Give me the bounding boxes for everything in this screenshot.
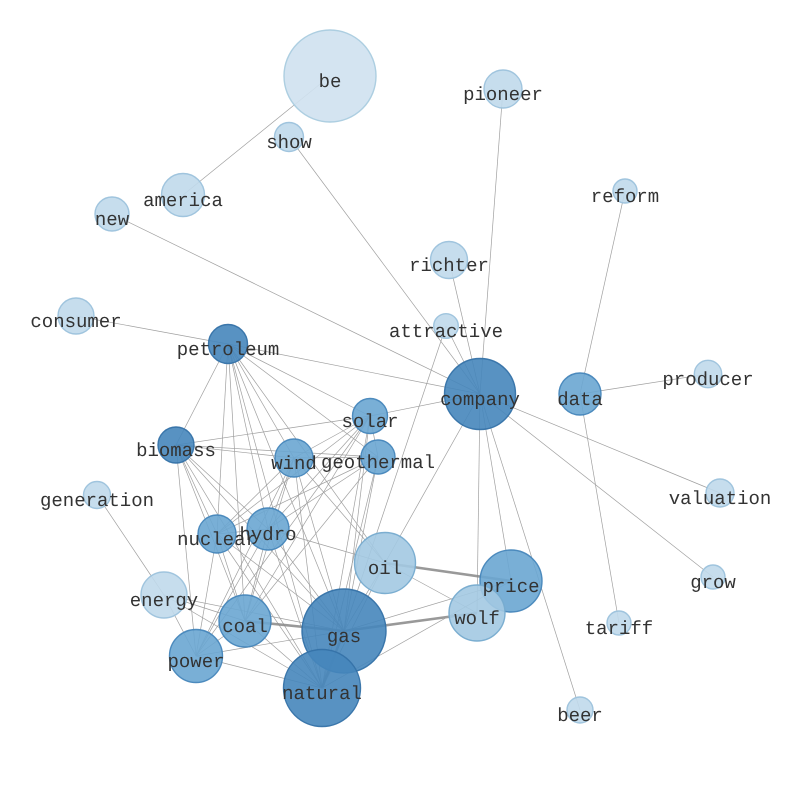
svg-text:biomass: biomass bbox=[136, 440, 216, 462]
svg-text:hydro: hydro bbox=[239, 524, 296, 546]
svg-text:price: price bbox=[482, 576, 539, 598]
svg-text:reform: reform bbox=[591, 186, 659, 208]
svg-text:richter: richter bbox=[409, 255, 489, 277]
svg-text:data: data bbox=[557, 389, 603, 411]
svg-text:petroleum: petroleum bbox=[177, 339, 280, 361]
svg-text:generation: generation bbox=[40, 490, 154, 512]
svg-text:oil: oil bbox=[368, 558, 402, 580]
svg-text:coal: coal bbox=[222, 616, 268, 638]
svg-text:natural: natural bbox=[282, 683, 362, 705]
svg-text:company: company bbox=[440, 389, 520, 411]
svg-text:america: america bbox=[143, 190, 223, 212]
svg-text:consumer: consumer bbox=[30, 311, 121, 333]
svg-text:valuation: valuation bbox=[669, 488, 772, 510]
svg-text:show: show bbox=[266, 132, 312, 154]
svg-text:geothermal: geothermal bbox=[321, 452, 435, 474]
svg-text:power: power bbox=[167, 651, 224, 673]
svg-text:attractive: attractive bbox=[389, 321, 503, 343]
svg-text:pioneer: pioneer bbox=[463, 84, 543, 106]
svg-text:energy: energy bbox=[130, 590, 198, 612]
svg-text:producer: producer bbox=[662, 369, 753, 391]
svg-text:solar: solar bbox=[341, 411, 398, 433]
svg-text:wind: wind bbox=[271, 453, 317, 475]
svg-text:be: be bbox=[319, 71, 342, 93]
svg-text:grow: grow bbox=[690, 572, 736, 594]
svg-text:wolf: wolf bbox=[454, 608, 500, 630]
svg-text:tariff: tariff bbox=[585, 618, 653, 640]
svg-text:gas: gas bbox=[327, 626, 361, 648]
svg-text:new: new bbox=[95, 209, 130, 231]
svg-text:beer: beer bbox=[557, 705, 603, 727]
